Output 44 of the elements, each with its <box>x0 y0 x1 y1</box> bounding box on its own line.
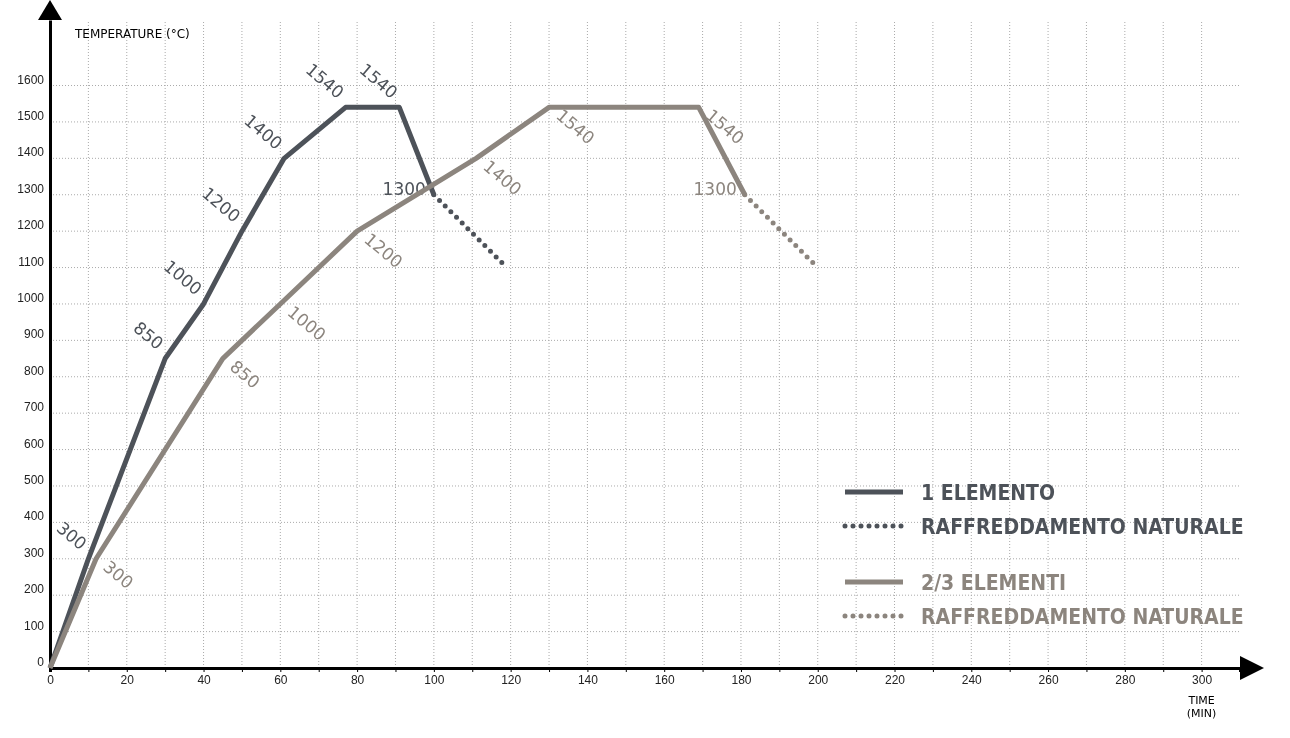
data-label: 1300 <box>693 178 737 199</box>
x-tick-label: 300 <box>1192 672 1213 687</box>
data-label: 300 <box>99 556 138 593</box>
y-tick-label: 1500 <box>17 109 45 124</box>
x-tick-label: 20 <box>120 672 135 687</box>
y-tick-label: 800 <box>23 363 45 378</box>
y-tick-label: 500 <box>23 473 45 488</box>
y-tick-label: 1100 <box>18 254 45 269</box>
x-tick-label: 140 <box>577 672 599 687</box>
x-tick-label: 60 <box>274 672 288 687</box>
y-tick-label: 400 <box>23 509 45 524</box>
y-tick-label: 1400 <box>17 145 45 160</box>
y-tick-label: 0 <box>37 655 45 670</box>
x-tick-label: 100 <box>424 672 445 687</box>
y-tick-label: 1300 <box>17 181 45 196</box>
data-label: 300 <box>52 517 91 554</box>
y-tick-label: 600 <box>23 436 45 451</box>
y-tick-label: 900 <box>23 327 45 342</box>
x-tick-label: 40 <box>197 672 212 687</box>
legend-label: 1 ELEMENTO <box>921 481 1056 505</box>
legend-label: RAFFREDDAMENTO NATURALE <box>921 605 1244 629</box>
x-tick-label: 240 <box>961 672 983 687</box>
x-tick-label: 0 <box>47 672 55 687</box>
x-tick-label: 120 <box>501 672 522 687</box>
x-tick-label: 280 <box>1115 672 1136 687</box>
x-tick-label: 80 <box>350 672 365 687</box>
y-tick-label: 200 <box>23 582 45 597</box>
x-tick-label: 200 <box>808 672 829 687</box>
x-tick-label: 180 <box>731 672 752 687</box>
legend-label: RAFFREDDAMENTO NATURALE <box>921 515 1244 539</box>
y-tick-label: 1000 <box>17 291 45 306</box>
x-tick-label: 260 <box>1038 672 1059 687</box>
y-tick-label: 700 <box>23 400 45 415</box>
y-tick-label: 300 <box>23 545 45 560</box>
legend-label: 2/3 ELEMENTI <box>921 571 1067 595</box>
y-tick-label: 1200 <box>17 218 45 233</box>
y-tick-label: 100 <box>23 618 45 633</box>
x-tick-label: 160 <box>654 672 676 687</box>
x-tick-label: 220 <box>885 672 906 687</box>
x-axis-title: TIME (MIN) <box>1186 694 1217 721</box>
data-label: 850 <box>226 356 264 393</box>
data-label: 850 <box>129 317 168 354</box>
y-axis-title: TEMPERATURE (°C) <box>74 27 190 41</box>
y-tick-label: 1600 <box>17 72 45 87</box>
